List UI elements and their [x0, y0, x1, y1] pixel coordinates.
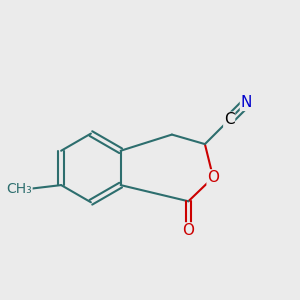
Text: O: O [182, 223, 194, 238]
Text: C: C [224, 112, 235, 127]
Text: N: N [241, 95, 252, 110]
Text: O: O [207, 170, 219, 185]
Text: CH₃: CH₃ [6, 182, 32, 196]
